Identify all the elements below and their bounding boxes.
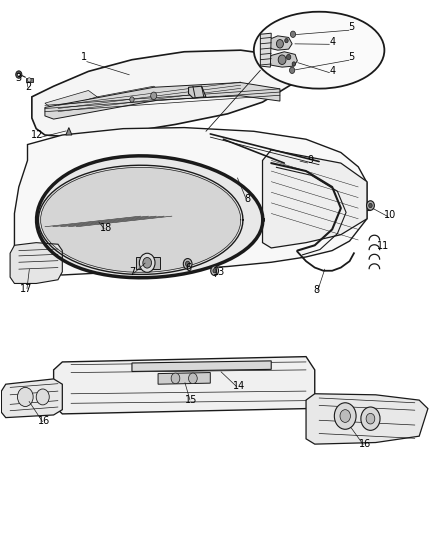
Polygon shape [132, 361, 271, 372]
Circle shape [278, 55, 286, 64]
Polygon shape [45, 91, 97, 110]
Polygon shape [136, 257, 160, 269]
Polygon shape [45, 83, 280, 119]
Text: 5: 5 [349, 52, 355, 62]
Text: 18: 18 [100, 223, 112, 233]
Polygon shape [1, 379, 62, 418]
Text: 2: 2 [25, 82, 32, 92]
Circle shape [18, 387, 33, 407]
Circle shape [290, 31, 296, 37]
Polygon shape [270, 52, 297, 67]
Circle shape [366, 414, 375, 424]
Text: 8: 8 [314, 285, 320, 295]
Polygon shape [53, 357, 315, 414]
Circle shape [188, 373, 197, 384]
Text: 8: 8 [244, 194, 251, 204]
Text: 16: 16 [38, 416, 50, 426]
Polygon shape [306, 394, 428, 444]
Circle shape [18, 73, 20, 76]
Circle shape [36, 389, 49, 405]
Text: 6: 6 [185, 263, 191, 273]
Circle shape [151, 92, 157, 100]
Text: 14: 14 [233, 381, 245, 391]
Circle shape [292, 62, 296, 66]
Polygon shape [260, 33, 271, 67]
Circle shape [340, 410, 350, 422]
Text: 10: 10 [384, 209, 396, 220]
Circle shape [367, 201, 374, 211]
Polygon shape [262, 150, 367, 248]
Polygon shape [26, 78, 33, 82]
Circle shape [213, 269, 216, 273]
Circle shape [184, 259, 192, 269]
Polygon shape [10, 243, 62, 284]
Text: 16: 16 [359, 439, 371, 449]
Polygon shape [158, 373, 210, 384]
Circle shape [28, 78, 31, 82]
Polygon shape [32, 50, 297, 136]
Circle shape [211, 266, 219, 276]
Ellipse shape [254, 12, 385, 88]
Text: 13: 13 [213, 267, 225, 277]
Circle shape [290, 67, 295, 74]
Polygon shape [188, 86, 206, 98]
Circle shape [286, 54, 291, 60]
Circle shape [130, 97, 134, 102]
Circle shape [171, 373, 180, 384]
Text: 3: 3 [15, 72, 21, 83]
Circle shape [143, 257, 152, 268]
Polygon shape [97, 86, 162, 103]
Circle shape [276, 39, 283, 48]
Text: 9: 9 [307, 156, 314, 165]
Polygon shape [14, 127, 367, 275]
Text: 11: 11 [378, 241, 390, 252]
Text: 4: 4 [329, 37, 335, 47]
Text: 17: 17 [21, 284, 33, 294]
Text: 12: 12 [31, 130, 43, 140]
Polygon shape [41, 167, 241, 272]
Polygon shape [269, 36, 292, 50]
Text: 5: 5 [349, 22, 355, 33]
Text: 15: 15 [184, 395, 197, 405]
Circle shape [139, 253, 155, 272]
Circle shape [369, 204, 372, 208]
Circle shape [185, 261, 190, 266]
Circle shape [361, 407, 380, 430]
Polygon shape [66, 127, 72, 135]
Circle shape [16, 71, 22, 78]
Text: 7: 7 [129, 268, 135, 277]
Text: 4: 4 [329, 66, 335, 76]
Circle shape [334, 403, 356, 429]
Polygon shape [37, 156, 263, 278]
Text: 1: 1 [81, 52, 87, 62]
Circle shape [285, 38, 288, 43]
